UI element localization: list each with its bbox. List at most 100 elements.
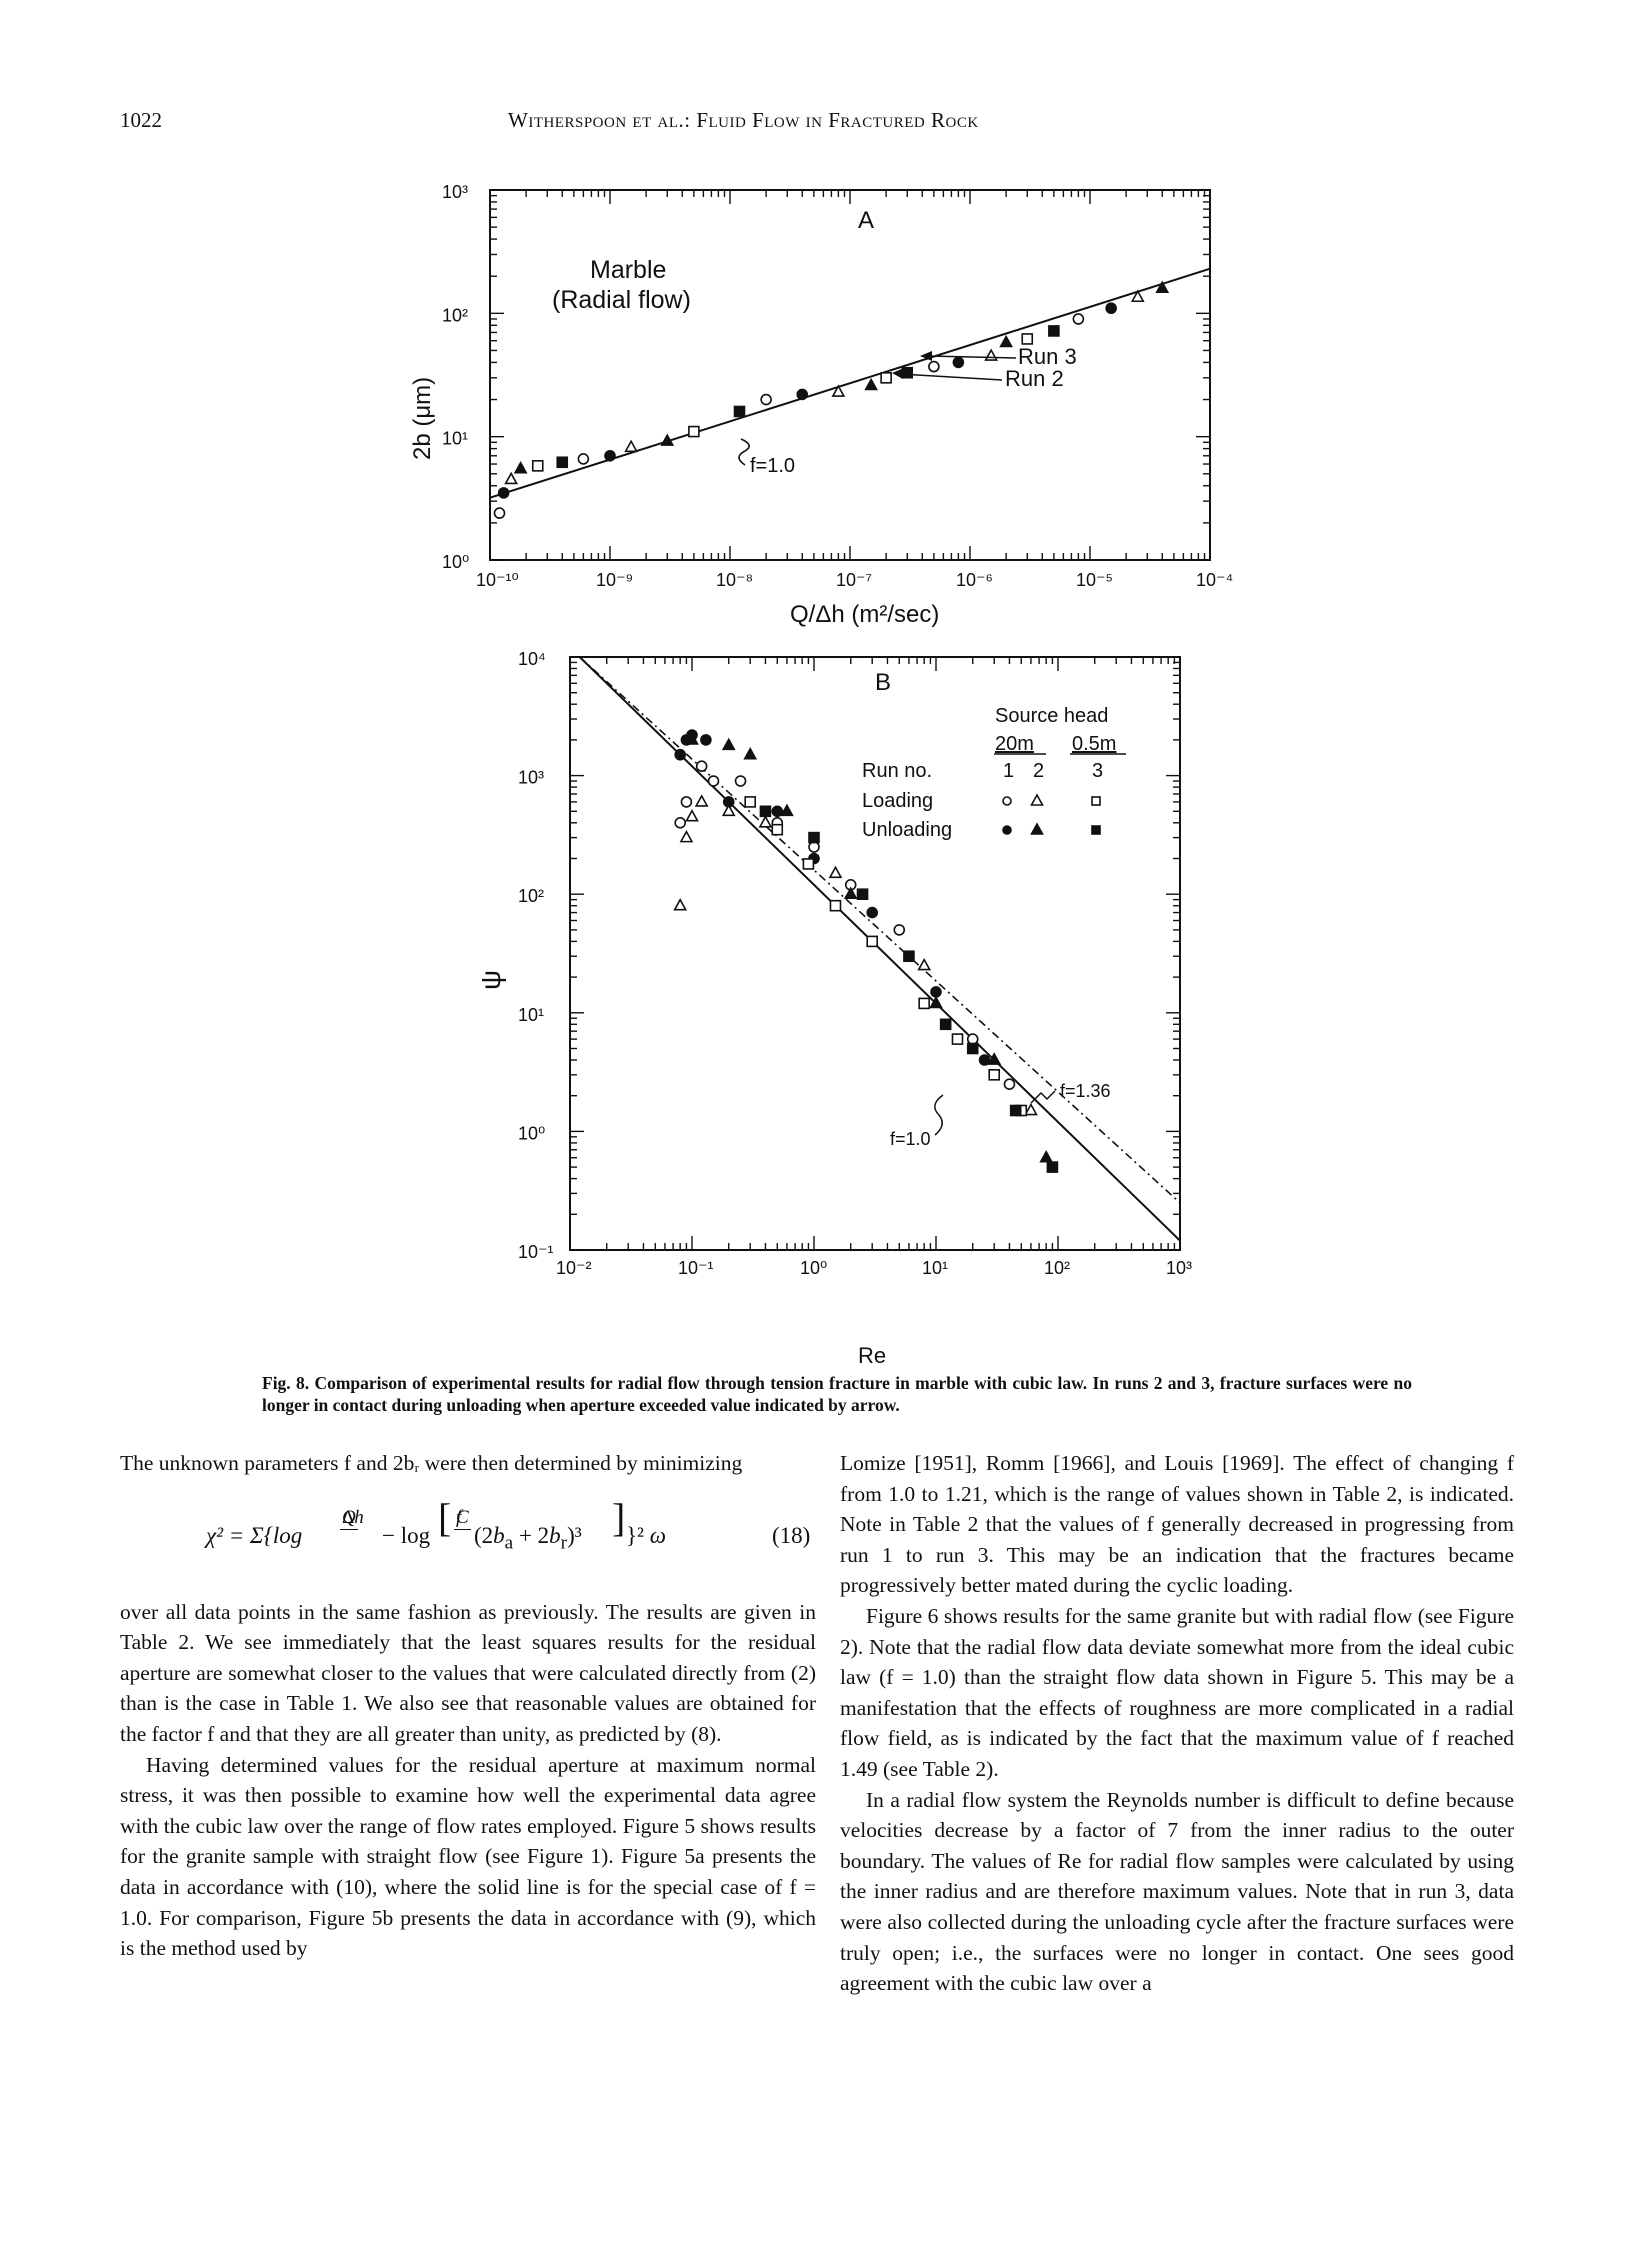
data-point	[802, 858, 815, 870]
data-point	[1009, 1104, 1022, 1117]
data-point	[673, 898, 688, 911]
equation-number: (18)	[772, 1522, 811, 1548]
y-tick-label: 10²	[442, 305, 468, 325]
data-point	[928, 360, 940, 373]
data-point	[856, 888, 869, 900]
x-tick-label: 10²	[1044, 1258, 1070, 1278]
data-point	[843, 886, 858, 899]
data-point	[759, 805, 772, 818]
data-point	[624, 439, 638, 453]
right-column: Lomize [1951], Romm [1966], and Louis [1…	[840, 1448, 1514, 1999]
data-point	[831, 384, 846, 397]
y-tick-label: 10³	[518, 768, 544, 788]
data-point	[1155, 280, 1170, 293]
left-paragraph-3: Having determined values for the residua…	[120, 1752, 816, 1961]
data-point	[1046, 1161, 1059, 1173]
legend-marker-run1-loading	[1002, 796, 1012, 806]
right-paragraph-2: Figure 6 shows results for the same gran…	[840, 1603, 1514, 1781]
x-tick-label: 10⁻¹	[678, 1258, 714, 1278]
data-point	[952, 356, 965, 369]
data-point	[504, 471, 518, 485]
data-point	[808, 831, 820, 844]
data-point	[695, 760, 708, 773]
panel-b-ylabel: ψ	[480, 970, 506, 990]
x-tick-label: 10⁻⁷	[836, 570, 872, 590]
data-point	[707, 775, 720, 787]
data-point	[929, 995, 943, 1009]
data-point	[700, 734, 712, 746]
data-point	[1039, 1150, 1054, 1163]
data-point	[758, 815, 773, 828]
data-point	[497, 487, 510, 499]
data-point	[984, 348, 998, 361]
data-point	[866, 935, 879, 948]
legend-marker-run2-unloading	[1030, 822, 1044, 835]
panel-b-legend: Source head 20m 0.5m Run no. 1 2 3 Loadi…	[862, 705, 1126, 841]
data-point	[966, 1042, 979, 1055]
panel-a-f-label: f=1.0	[750, 455, 795, 477]
x-tick-label: 10³	[1166, 1258, 1192, 1278]
data-point	[808, 841, 820, 853]
figure-8b-chart: 10⁻² 10⁻¹ 10⁰ 10¹ 10² 10³10⁴10³10²10¹10⁰10⁻¹ …	[480, 649, 1192, 1368]
data-point	[796, 388, 809, 401]
data-point	[674, 816, 686, 829]
data-point	[903, 950, 915, 963]
legend-markers	[1002, 793, 1101, 835]
y-tick-label: 10²	[518, 886, 544, 906]
run3-arrow	[927, 355, 1017, 359]
data-point	[780, 803, 794, 817]
page-number: 1022	[120, 108, 162, 132]
panel-a-title-line1: Marble	[590, 256, 666, 284]
data-point	[1048, 325, 1060, 337]
x-tick-label: 10⁻²	[556, 1258, 592, 1278]
axes-frame	[489, 189, 1211, 561]
x-tick-label: 10¹	[922, 1258, 948, 1278]
x-tick-label: 10⁻¹⁰	[476, 570, 519, 590]
data-point	[1130, 289, 1145, 303]
data-point	[760, 393, 772, 406]
y-tick-label: 10³	[442, 182, 468, 202]
figure-caption: Fig. 8. Comparison of experimental resul…	[262, 1373, 1412, 1415]
legend-loading: Loading	[862, 790, 933, 812]
data-point	[893, 924, 906, 936]
panel-a-run3-label: Run 3	[1018, 344, 1077, 369]
y-tick-label: 10⁴	[518, 649, 546, 669]
legend-source-head: Source head	[995, 705, 1108, 727]
y-tick-label: 10⁰	[442, 552, 469, 572]
running-title: Witherspoon et al.: Fluid Flow in Fractu…	[508, 108, 979, 132]
data-point	[531, 460, 544, 472]
legend-head-20m: 20m	[995, 733, 1034, 755]
legend-run-no: Run no.	[862, 760, 932, 782]
legend-marker-run2-loading	[1030, 793, 1044, 806]
y-tick-label: 10¹	[442, 429, 468, 449]
f-pointer	[738, 438, 750, 466]
data-point	[694, 794, 709, 807]
data-point	[743, 747, 758, 760]
run2-arrowhead	[892, 368, 904, 379]
x-tick-label: 10⁻⁴	[1196, 570, 1233, 590]
panel-a-run2-label: Run 2	[1005, 366, 1064, 391]
data-point	[1003, 1078, 1016, 1091]
data-point	[771, 823, 784, 836]
left-paragraph-1: The unknown parameters f and 2bᵣ were th…	[120, 1451, 743, 1475]
data-point	[988, 1069, 1001, 1081]
data-point	[864, 377, 878, 391]
data-point	[917, 957, 932, 971]
x-tick-label: 10⁰	[800, 1258, 827, 1278]
data-point	[828, 865, 843, 879]
data-point	[966, 1033, 979, 1045]
run3-arrowhead	[920, 351, 932, 361]
panel-b-label: B	[875, 669, 891, 696]
data-point	[866, 906, 879, 919]
data-point	[829, 899, 842, 912]
data-point	[680, 796, 693, 808]
data-point	[674, 748, 686, 761]
data-point	[771, 805, 784, 818]
data-point	[685, 809, 699, 822]
legend-run-3: 3	[1092, 760, 1103, 782]
data-point	[951, 1033, 964, 1045]
legend-marker-run3-unloading	[1091, 825, 1101, 835]
data-point	[734, 775, 747, 787]
run2-arrow	[899, 373, 1003, 381]
